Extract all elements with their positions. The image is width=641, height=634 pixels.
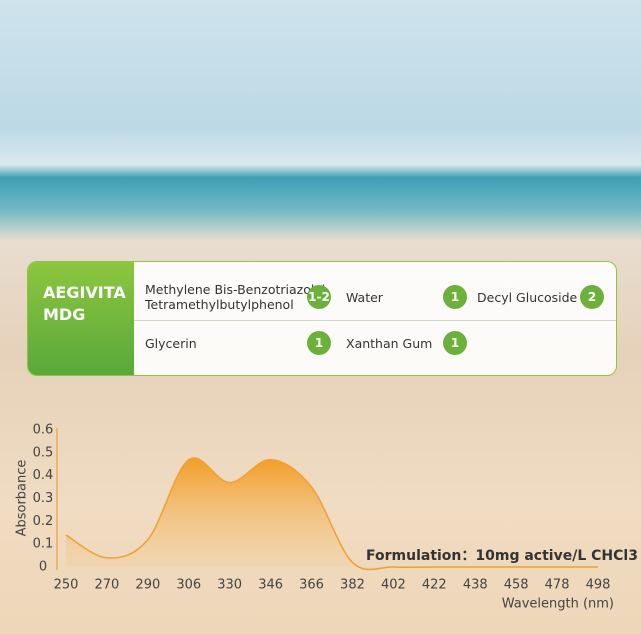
- title-line: AEGIVITA: [43, 283, 126, 302]
- y-tick-label: 0.6: [33, 423, 54, 438]
- y-axis-title: Absorbance: [15, 460, 30, 537]
- x-tick-label: 346: [258, 578, 283, 593]
- title-line: MDG: [43, 305, 86, 324]
- row-separator: [134, 320, 616, 321]
- y-tick-label: 0.1: [33, 537, 54, 552]
- x-tick-label: 478: [545, 578, 570, 593]
- badge: 2: [580, 285, 604, 309]
- x-tick-label: 290: [135, 578, 160, 593]
- ingredient-line: Water: [346, 290, 383, 305]
- ingredient: Decyl Glucoside: [477, 290, 577, 305]
- x-tick-label: 422: [422, 578, 447, 593]
- x-tick-label: 330: [217, 578, 242, 593]
- y-tick-label: 0.2: [33, 514, 54, 529]
- ingredient-line: Tetramethylbutylphenol: [145, 297, 294, 312]
- ingredient-card: AEGIVITA MDG Methylene Bis-Benzotriazoly…: [27, 261, 617, 376]
- y-tick-label: 0.3: [33, 491, 54, 506]
- badge: 1-2: [307, 285, 331, 309]
- annotation: Formulation：10mg active/L CHCl3: [366, 548, 638, 564]
- ingredient: Glycerin: [145, 336, 197, 351]
- x-tick-label: 382: [340, 578, 365, 593]
- ingredient: Methylene Bis-Benzotriazolyl Tetramethyl…: [145, 282, 325, 312]
- x-tick-label: 402: [381, 578, 406, 593]
- y-tick-label: 0.5: [33, 445, 54, 460]
- x-tick-label: 458: [504, 578, 529, 593]
- ingredient: Xanthan Gum: [346, 336, 432, 351]
- x-tick-label: 270: [95, 578, 120, 593]
- y-tick-label: 0.4: [33, 468, 54, 483]
- x-tick-label: 250: [54, 578, 79, 593]
- ingredient-line: Glycerin: [145, 336, 197, 351]
- y-tick-label: 0: [39, 560, 47, 575]
- badge: 1: [443, 285, 467, 309]
- x-tick-label: 306: [176, 578, 201, 593]
- x-tick-label: 498: [586, 578, 611, 593]
- area: [66, 457, 598, 570]
- badge: 1: [443, 331, 467, 355]
- x-tick-label: 438: [463, 578, 488, 593]
- ingredient: Water: [346, 290, 383, 305]
- x-axis-title: Wavelength (nm): [502, 597, 614, 612]
- line: [65, 457, 598, 571]
- badge: 1: [307, 331, 331, 355]
- ingredient-line: Xanthan Gum: [346, 336, 433, 351]
- product-name: AEGIVITA MDG: [28, 262, 134, 375]
- ingredient-line: Methylene Bis-Benzotriazolyl: [145, 282, 326, 297]
- ingredient-line: Decyl Glucoside: [477, 290, 578, 305]
- x-tick-label: 366: [299, 578, 324, 593]
